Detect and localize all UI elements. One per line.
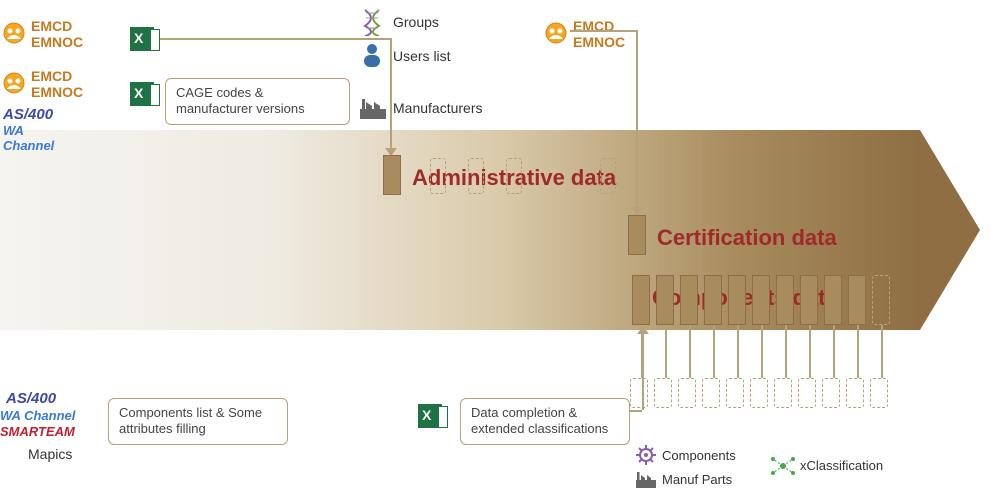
section-cert-title: Certification data [657, 225, 837, 251]
smarteam-bottom: SMARTEAM [0, 424, 75, 439]
callout-components-text: Components list & Some attributes fillin… [119, 405, 262, 436]
emnoc-label-2: EMNOC [31, 84, 83, 100]
groups-label: Groups [393, 14, 439, 30]
bottom-dashed [870, 378, 888, 408]
connector-cert-h [570, 30, 636, 32]
comp-bar [848, 275, 866, 325]
bottom-dashed [678, 378, 696, 408]
comp-connector [881, 325, 883, 378]
admin-bar [383, 155, 401, 195]
comp-connector [713, 325, 715, 378]
wa-bottom: WA Channel [0, 408, 75, 423]
comp-bar [776, 275, 794, 325]
callout-cage-text: CAGE codes & manufacturer versions [176, 85, 305, 116]
comp-bar [704, 275, 722, 325]
mapics-label: Mapics [28, 446, 72, 462]
comp-connector [833, 325, 835, 378]
comp-bar [656, 275, 674, 325]
xclass-label: xClassification [800, 458, 883, 473]
emcd-label-2: EMCD [31, 68, 72, 84]
cert-bar [628, 215, 646, 255]
comp-connector [689, 325, 691, 378]
emcd-label-3: EMCD [573, 18, 614, 34]
connector-line-v [390, 38, 392, 130]
bottom-dashed [750, 378, 768, 408]
callout-data-completion: Data completion & extended classificatio… [460, 398, 630, 445]
arrowhead-up-icon [637, 326, 649, 334]
comp-connector [665, 325, 667, 378]
comp-bar [824, 275, 842, 325]
comp-connector [785, 325, 787, 378]
bottom-dashed [798, 378, 816, 408]
connector-bottom-h [630, 410, 642, 412]
excel-icon-1: X [130, 27, 154, 51]
emnoc-label-3: EMNOC [573, 34, 625, 50]
factory-icon-2 [636, 470, 656, 493]
comp-connector [761, 325, 763, 378]
as400-bottom: AS/400 [6, 390, 56, 407]
user-icon [360, 42, 384, 68]
comp-bar [632, 275, 650, 325]
comp-connector [737, 325, 739, 378]
bottom-dashed [846, 378, 864, 408]
wa-channel-label-top: WA Channel [3, 123, 54, 153]
comp-connector [857, 325, 859, 378]
connector-bottom-v [642, 330, 644, 410]
comp-bar [872, 275, 890, 325]
manuf-parts-label: Manuf Parts [662, 472, 732, 487]
manufacturers-label: Manufacturers [393, 100, 482, 116]
arrowhead-cert-icon [631, 207, 643, 215]
dashed-block [430, 158, 446, 194]
bottom-dashed [654, 378, 672, 408]
users-label: Users list [393, 48, 451, 64]
bottom-dashed [822, 378, 840, 408]
factory-icon [360, 95, 386, 124]
excel-icon-2: X [130, 82, 154, 106]
callout-data-completion-text: Data completion & extended classificatio… [471, 405, 608, 436]
emnoc-label-1: EMNOC [31, 34, 83, 50]
org-icon-3 [545, 22, 567, 44]
dashed-block [600, 158, 616, 194]
dashed-block [468, 158, 484, 194]
comp-connector [809, 325, 811, 378]
callout-cage: CAGE codes & manufacturer versions [165, 78, 350, 125]
dashed-block [506, 158, 522, 194]
bottom-dashed [702, 378, 720, 408]
org-icon [3, 22, 25, 44]
comp-bar [728, 275, 746, 325]
arrow-head [920, 130, 980, 330]
comp-bar [680, 275, 698, 325]
connector-line [160, 38, 390, 40]
connector-cert-line [636, 30, 638, 212]
components-label: Components [662, 448, 736, 463]
gear-icon [636, 445, 656, 470]
as400-label-top: AS/400 [3, 106, 53, 123]
org-icon-2 [3, 72, 25, 94]
callout-components-list: Components list & Some attributes fillin… [108, 398, 288, 445]
network-icon [770, 455, 796, 482]
comp-bar [800, 275, 818, 325]
bottom-dashed [774, 378, 792, 408]
bottom-dashed [630, 378, 648, 408]
bottom-dashed [726, 378, 744, 408]
comp-bar [752, 275, 770, 325]
dna-icon [361, 8, 383, 42]
emcd-label-1: EMCD [31, 18, 72, 34]
excel-icon-3: X [418, 404, 442, 428]
